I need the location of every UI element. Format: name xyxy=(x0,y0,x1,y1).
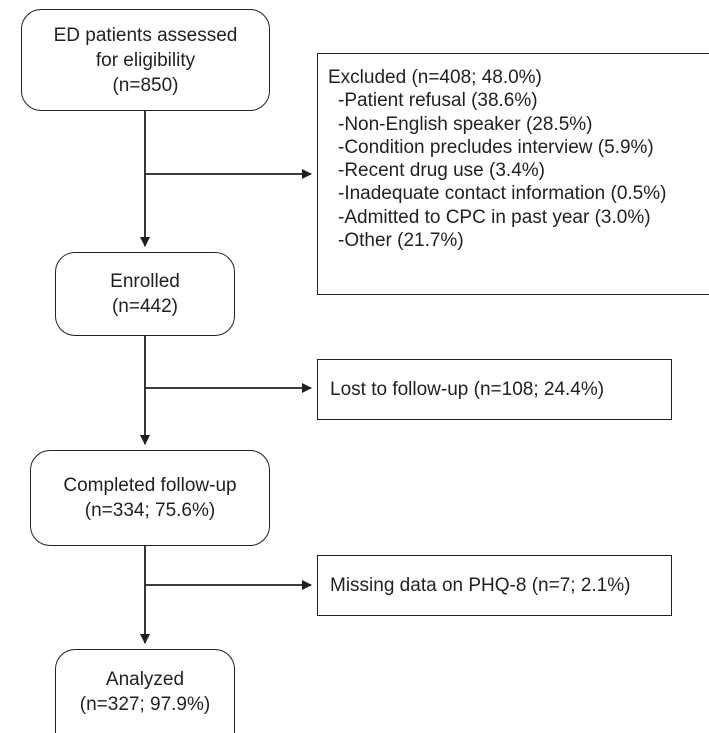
excluded-reason: -Inadequate contact information (0.5%) xyxy=(338,183,667,205)
enrolled-label: Enrolled xyxy=(110,271,180,292)
completed-label: Completed follow-up xyxy=(63,475,237,496)
lost-to-follow-up-box: Lost to follow-up (n=108; 24.4%) xyxy=(317,359,672,420)
missing-data-box: Missing data on PHQ-8 (n=7; 2.1%) xyxy=(317,555,672,616)
completed-count: (n=334; 75.6%) xyxy=(84,500,216,521)
enrolled-box: Enrolled (n=442) xyxy=(55,252,235,336)
assessed-line1: ED patients assessed xyxy=(53,24,238,46)
assessed-count: (n=850) xyxy=(112,74,179,96)
excluded-box: Excluded (n=408; 48.0%) -Patient refusal… xyxy=(317,53,709,295)
excluded-reason: -Admitted to CPC in past year (3.0%) xyxy=(338,206,651,228)
excluded-reason: -Condition precludes interview (5.9%) xyxy=(338,136,654,158)
missing-data-label: Missing data on PHQ-8 (n=7; 2.1%) xyxy=(330,574,631,596)
analyzed-box: Analyzed (n=327; 97.9%) xyxy=(55,649,235,733)
completed-box: Completed follow-up (n=334; 75.6%) xyxy=(30,450,270,546)
excluded-reason: -Patient refusal (38.6%) xyxy=(338,90,538,112)
excluded-reason: -Other (21.7%) xyxy=(338,230,464,252)
assessed-line2: for eligibility xyxy=(95,49,196,71)
enrolled-count: (n=442) xyxy=(111,296,179,317)
excluded-reason: -Recent drug use (3.4%) xyxy=(338,160,545,182)
assessed-box: ED patients assessed for eligibility (n=… xyxy=(21,9,270,111)
lost-to-follow-up-label: Lost to follow-up (n=108; 24.4%) xyxy=(330,378,605,400)
analyzed-label: Analyzed xyxy=(105,668,185,690)
excluded-header: Excluded (n=408; 48.0%) xyxy=(328,67,542,88)
excluded-reason: -Non-English speaker (28.5%) xyxy=(338,113,593,135)
analyzed-count: (n=327; 97.9%) xyxy=(79,693,211,715)
